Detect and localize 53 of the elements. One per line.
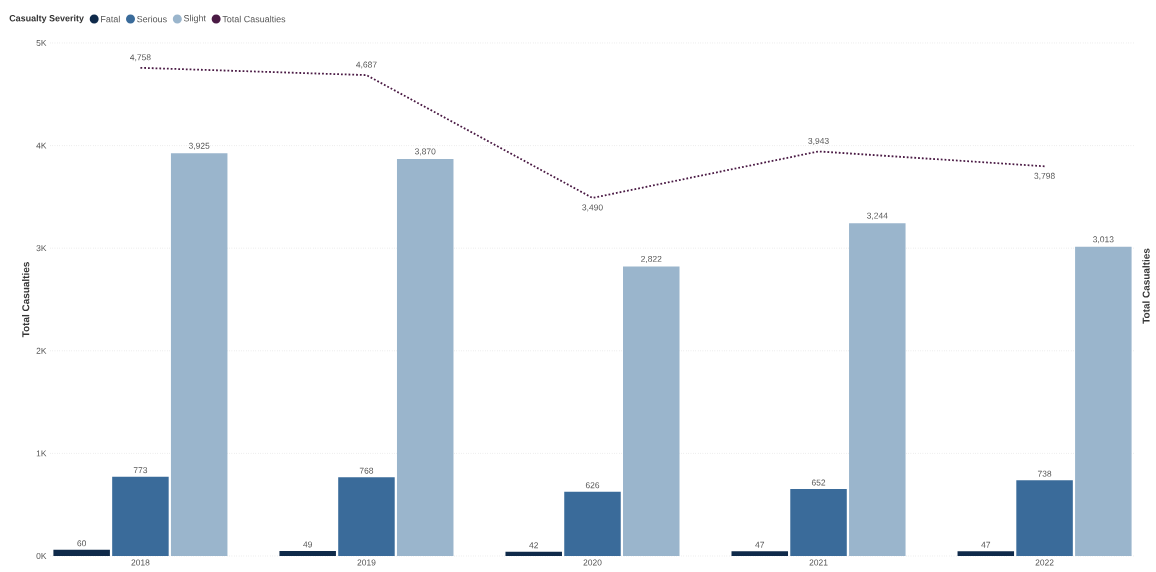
data-label: 42 [529, 542, 539, 549]
x-tick-label: 2018 [131, 559, 150, 566]
data-label: 3,490 [582, 204, 603, 212]
legend-label: Fatal [101, 15, 120, 23]
data-label: 2,822 [641, 255, 662, 263]
data-label: 4,758 [130, 54, 151, 62]
bar [1075, 246, 1132, 556]
y-tick-label: 4K [36, 142, 47, 149]
data-label: 3,943 [808, 137, 829, 145]
bar [623, 266, 680, 556]
bar [849, 223, 906, 556]
x-tick-label: 2021 [809, 559, 828, 566]
data-label: 47 [981, 541, 991, 548]
data-label: 47 [755, 541, 765, 548]
y-tick-label: 0K [36, 552, 47, 559]
data-label: 4,687 [356, 61, 377, 69]
bar [505, 551, 562, 556]
y-tick-label: 5K [36, 40, 47, 46]
data-label: 773 [133, 467, 148, 474]
bar [790, 489, 847, 556]
data-label: 60 [77, 540, 87, 547]
bar [957, 551, 1015, 556]
y-tick-label: 2K [36, 347, 47, 354]
legend-label: Slight [183, 14, 206, 24]
bar [396, 158, 454, 556]
legend-title: Casualty Severity [9, 14, 84, 24]
legend-label: Total Casualties [222, 15, 286, 23]
bar [1016, 480, 1073, 556]
data-label: 3,013 [1093, 236, 1114, 244]
data-label: 768 [359, 467, 374, 474]
data-label: 738 [1037, 470, 1052, 477]
bar [170, 153, 228, 556]
y-tick-label: 3K [36, 245, 47, 252]
data-label: 3,244 [867, 212, 888, 220]
data-label: 3,798 [1034, 172, 1055, 180]
data-label: 652 [811, 479, 826, 486]
bar [279, 550, 336, 556]
bar [731, 551, 789, 556]
y-tick-label: 1K [36, 450, 47, 457]
data-label: 49 [303, 541, 312, 548]
bar [53, 549, 110, 556]
bar [564, 491, 621, 556]
x-tick-label: 2019 [357, 559, 376, 566]
y2-axis-title: Total Casualties [1142, 248, 1150, 324]
y-axis-title: Total Casualties [21, 262, 30, 338]
x-tick-label: 2020 [583, 559, 602, 566]
data-label: 626 [585, 482, 600, 489]
data-label: 3,870 [414, 148, 436, 156]
legend-label: Serious [137, 15, 167, 23]
bar [112, 476, 169, 556]
x-tick-label: 2022 [1035, 559, 1054, 566]
data-label: 3,925 [188, 142, 210, 150]
bar [338, 477, 395, 556]
